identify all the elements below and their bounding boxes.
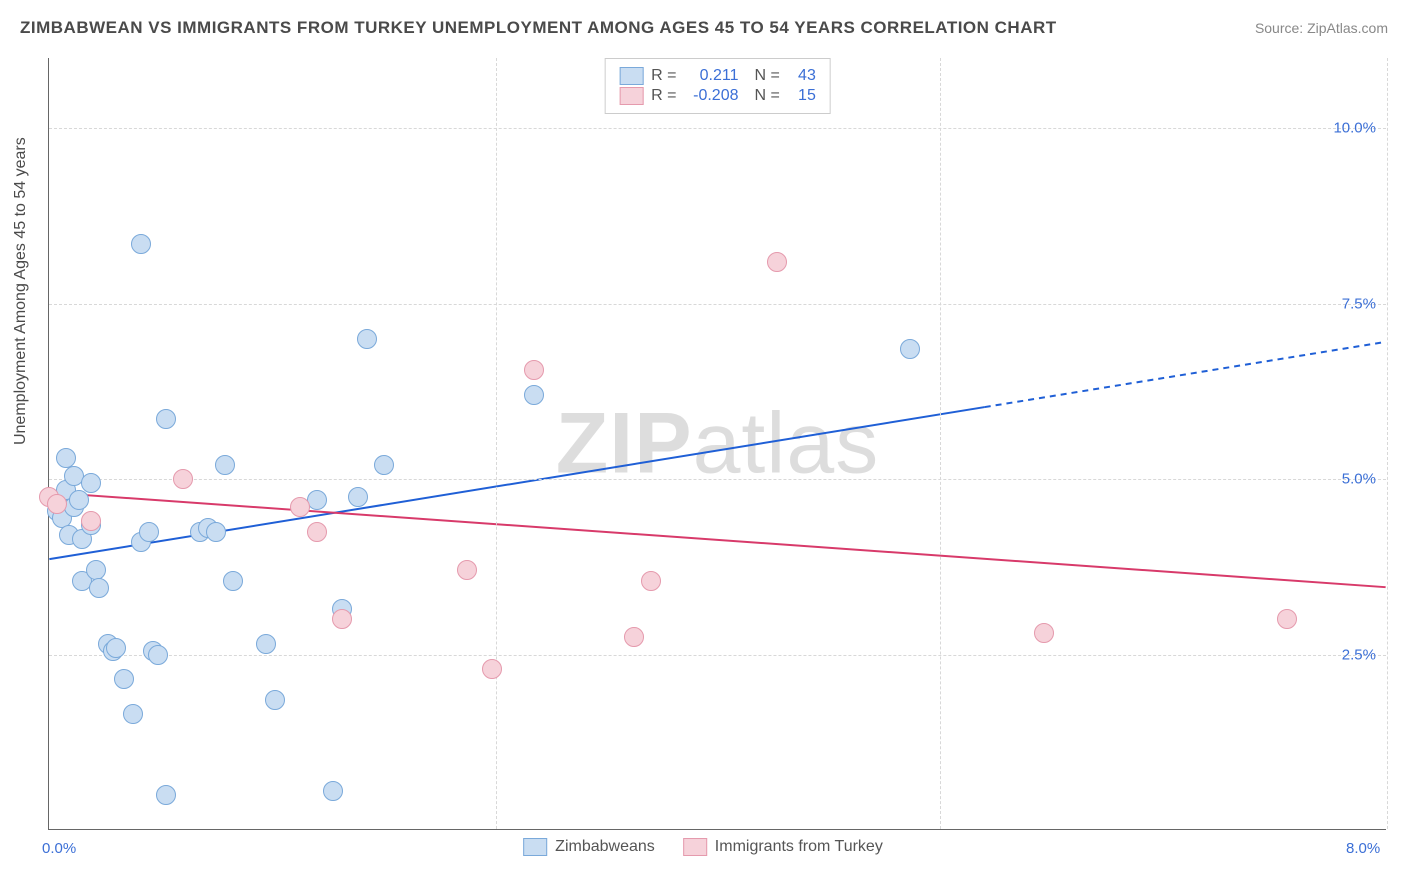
stats-row: R = -0.208 N = 15	[619, 87, 816, 105]
data-point	[206, 522, 226, 542]
source-attribution: Source: ZipAtlas.com	[1255, 20, 1388, 36]
trend-line-dashed	[985, 342, 1386, 407]
legend-swatch	[683, 838, 707, 856]
series-legend: Zimbabweans Immigrants from Turkey	[523, 838, 883, 856]
data-point	[900, 339, 920, 359]
correlation-stats-legend: R = 0.211 N = 43 R = -0.208 N = 15	[604, 58, 831, 114]
x-axis-min-label: 0.0%	[42, 840, 76, 857]
data-point	[348, 487, 368, 507]
chart-title: ZIMBABWEAN VS IMMIGRANTS FROM TURKEY UNE…	[20, 18, 1057, 38]
R-label: R =	[651, 87, 676, 105]
R-value: 0.211	[685, 67, 739, 85]
legend-swatch	[523, 838, 547, 856]
data-point	[106, 638, 126, 658]
data-point	[69, 490, 89, 510]
N-value: 15	[788, 87, 816, 105]
legend-label: Zimbabweans	[555, 838, 655, 856]
data-point	[374, 455, 394, 475]
y-tick-label: 2.5%	[1342, 646, 1376, 663]
data-point	[256, 634, 276, 654]
trend-line-solid	[49, 493, 1385, 588]
gridline-horizontal	[49, 655, 1386, 656]
N-label: N =	[755, 67, 780, 85]
legend-swatch	[619, 67, 643, 85]
data-point	[482, 659, 502, 679]
gridline-vertical	[940, 58, 941, 829]
data-point	[156, 409, 176, 429]
data-point	[81, 511, 101, 531]
data-point	[290, 497, 310, 517]
data-point	[767, 252, 787, 272]
data-point	[1277, 609, 1297, 629]
y-tick-label: 10.0%	[1333, 120, 1376, 137]
legend-item: Zimbabweans	[523, 838, 655, 856]
data-point	[332, 609, 352, 629]
data-point	[131, 234, 151, 254]
data-point	[81, 473, 101, 493]
gridline-horizontal	[49, 304, 1386, 305]
data-point	[524, 385, 544, 405]
data-point	[624, 627, 644, 647]
data-point	[357, 329, 377, 349]
x-axis-max-label: 8.0%	[1346, 840, 1380, 857]
data-point	[1034, 623, 1054, 643]
gridline-horizontal	[49, 479, 1386, 480]
y-axis-label: Unemployment Among Ages 45 to 54 years	[12, 137, 30, 445]
data-point	[457, 560, 477, 580]
data-point	[139, 522, 159, 542]
data-point	[215, 455, 235, 475]
data-point	[307, 522, 327, 542]
gridline-vertical	[496, 58, 497, 829]
data-point	[156, 785, 176, 805]
legend-label: Immigrants from Turkey	[715, 838, 883, 856]
data-point	[173, 469, 193, 489]
y-tick-label: 7.5%	[1342, 295, 1376, 312]
R-value: -0.208	[685, 87, 739, 105]
data-point	[148, 645, 168, 665]
data-point	[114, 669, 134, 689]
plot-area: ZIPatlas R =0.211N =43R =-0.208N =15 2.5…	[48, 58, 1386, 830]
N-value: 43	[788, 67, 816, 85]
data-point	[524, 360, 544, 380]
data-point	[323, 781, 343, 801]
data-point	[123, 704, 143, 724]
legend-item: Immigrants from Turkey	[683, 838, 883, 856]
data-point	[265, 690, 285, 710]
data-point	[89, 578, 109, 598]
legend-swatch	[619, 87, 643, 105]
N-label: N =	[755, 87, 780, 105]
R-label: R =	[651, 67, 676, 85]
trend-lines-layer	[49, 58, 1386, 829]
data-point	[47, 494, 67, 514]
gridline-vertical	[1387, 58, 1388, 829]
gridline-horizontal	[49, 128, 1386, 129]
y-tick-label: 5.0%	[1342, 471, 1376, 488]
stats-row: R = 0.211 N = 43	[619, 67, 816, 85]
data-point	[223, 571, 243, 591]
data-point	[641, 571, 661, 591]
